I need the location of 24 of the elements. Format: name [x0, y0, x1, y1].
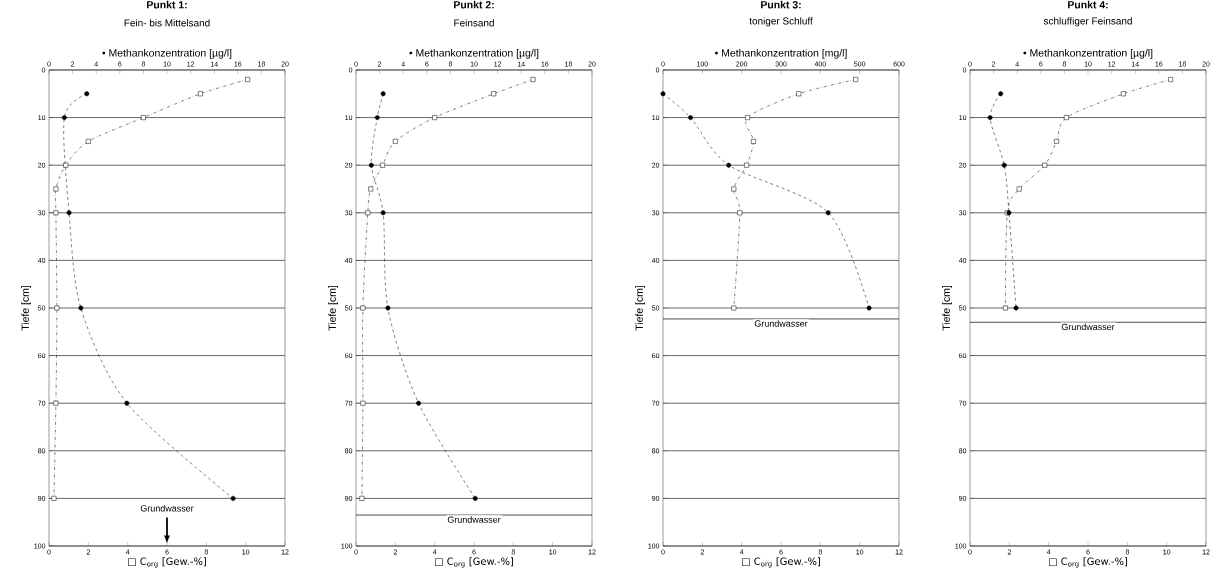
- chart-subtitle: Fein- bis Mittelsand: [124, 19, 210, 27]
- annotation: Grundwasser: [140, 504, 194, 512]
- ref-line-label: Grundwasser: [1061, 323, 1115, 331]
- chart-subtitle: schluffiger Feinsand: [1043, 17, 1132, 27]
- chart-subtitle: Feinsand: [454, 19, 494, 27]
- x2-axis-title: • Methankonzentration [µg/l]: [409, 48, 539, 59]
- y-axis-title: Tiefe [cm]: [635, 285, 645, 331]
- y-axis-title: Tiefe [cm]: [942, 285, 952, 331]
- x2-axis-title: • Methankonzentration [µg/l]: [102, 48, 232, 59]
- ref-line-label: Grundwasser: [447, 516, 501, 523]
- y-axis-title: Tiefe [cm]: [328, 285, 338, 331]
- chart-title: Punkt 4:: [1068, 0, 1108, 9]
- ref-line-label: Grundwasser: [754, 320, 808, 327]
- x2-axis-title: • Methankonzentration [mg/l]: [715, 48, 847, 59]
- chart-title: Punkt 1:: [147, 0, 187, 9]
- x2-axis-title: • Methankonzentration [µg/l]: [1023, 48, 1153, 59]
- x-axis-title: □ C$_{org}$ [Gew.-%]: [1049, 557, 1128, 568]
- chart-title: Punkt 3:: [761, 0, 801, 9]
- y-axis-title: Tiefe [cm]: [21, 285, 31, 331]
- chart-subtitle: toniger Schluff: [749, 17, 813, 27]
- x-axis-title: □ C$_{org}$ [Gew.-%]: [128, 557, 207, 568]
- chart-title: Punkt 2:: [454, 0, 494, 9]
- x-axis-title: □ C$_{org}$ [Gew.-%]: [742, 557, 821, 568]
- x-axis-title: □ C$_{org}$ [Gew.-%]: [435, 557, 514, 568]
